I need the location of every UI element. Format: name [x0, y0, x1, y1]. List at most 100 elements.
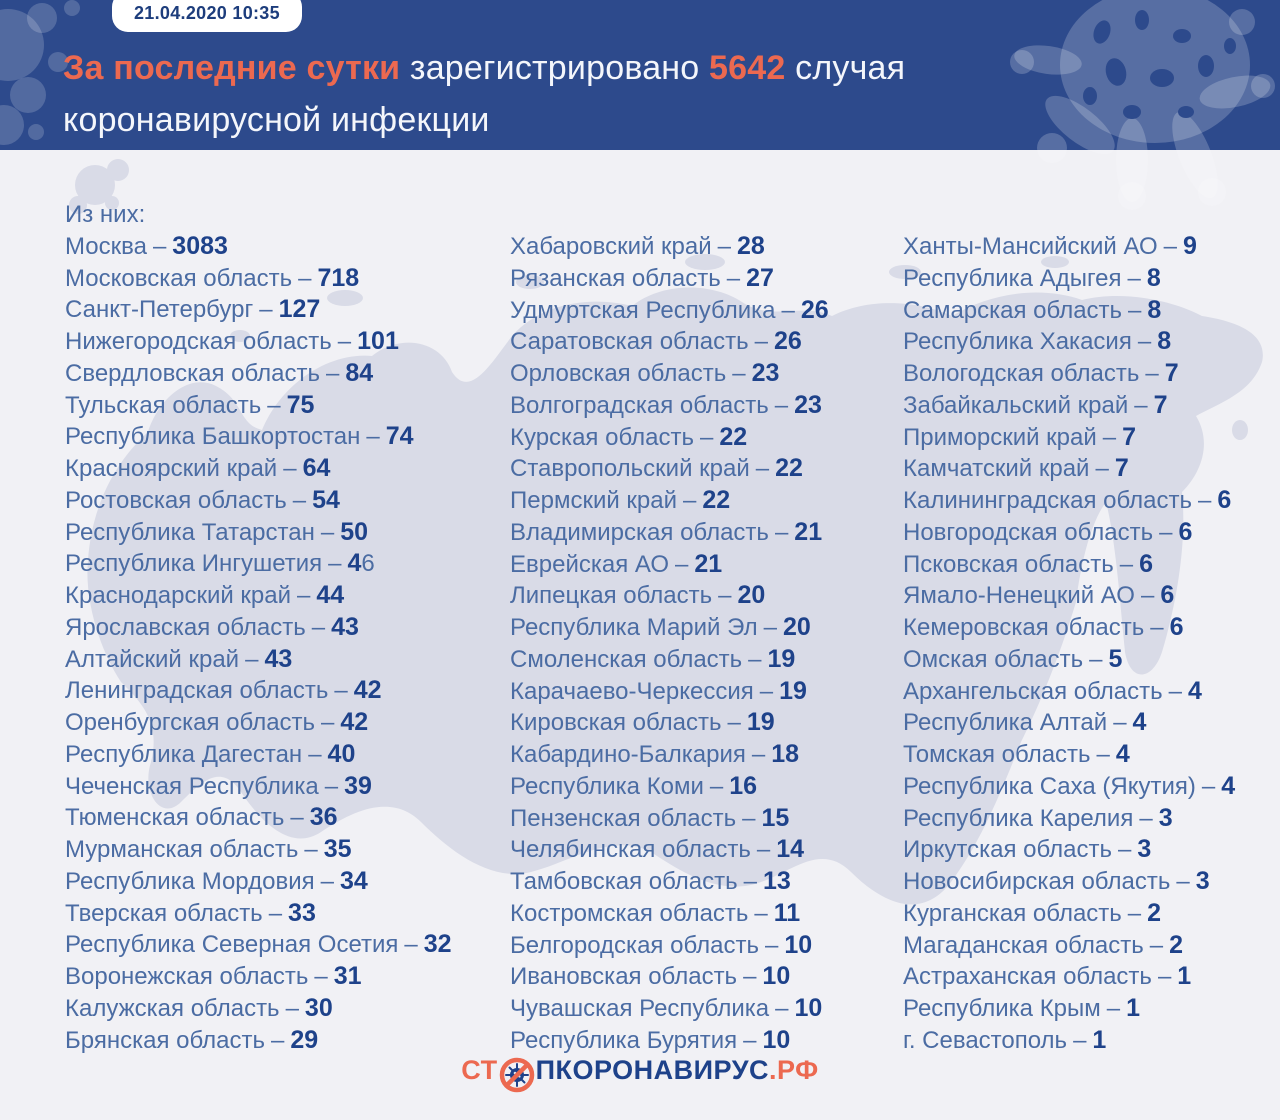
region-name: Тверская область [65, 899, 263, 927]
region-value: 42 [340, 708, 369, 736]
dash-separator: – [781, 296, 795, 324]
region-row: Астраханская область –1 [903, 961, 1235, 993]
region-name: Свердловская область [65, 359, 320, 387]
region-name: Еврейская АО [510, 550, 670, 578]
dash-separator: – [1127, 899, 1142, 927]
dash-separator: – [755, 455, 770, 483]
region-value: 8 [1146, 263, 1161, 292]
region-name: Курская область [510, 423, 694, 451]
region-name: Кемеровская область [903, 614, 1145, 641]
region-name: Ивановская область [510, 963, 738, 991]
region-value: 6 [1178, 517, 1193, 546]
region-value: 18 [771, 740, 800, 768]
region-name: Республика Северная Осетия [65, 931, 399, 959]
region-row: Ямало-Ненецкий АО –6 [903, 580, 1235, 612]
region-row: Архангельская область –4 [903, 676, 1235, 708]
region-row: Еврейская АО –21 [510, 549, 829, 581]
region-name: Кабардино-Балкария [510, 741, 746, 768]
dash-separator: – [759, 677, 774, 705]
region-value: 84 [345, 358, 374, 387]
region-value: 6 [1169, 613, 1184, 641]
region-value: 127 [278, 295, 321, 324]
dash-separator: – [717, 233, 732, 260]
dash-separator: – [764, 931, 779, 959]
dash-separator: – [1139, 804, 1153, 832]
region-name: Смоленская область [510, 645, 743, 673]
region-value: 7 [1114, 454, 1129, 483]
region-row: Республика Северная Осетия –32 [65, 929, 452, 961]
region-name: Республика Татарстан [65, 518, 315, 546]
dash-separator: – [754, 328, 768, 356]
dash-separator: – [270, 1026, 285, 1054]
dash-separator: – [699, 423, 714, 451]
region-row: Республика Ингушетия –46 [65, 548, 452, 580]
region-name: Новгородская область [903, 518, 1154, 546]
region-value: 42 [353, 676, 382, 705]
region-name: Ставропольский край [510, 455, 750, 483]
region-row: Москва –3083 [65, 231, 452, 263]
region-name: Московская область [65, 264, 293, 292]
region-value: 4 [1132, 708, 1147, 737]
dash-separator: – [743, 1026, 757, 1054]
region-row: Кировская область –19 [510, 707, 829, 739]
region-row: Томская область –4 [903, 739, 1235, 771]
dash-separator: – [404, 931, 418, 959]
region-row: Республика Бурятия –10 [510, 1025, 829, 1057]
region-row: Республика Хакасия –8 [903, 326, 1235, 358]
region-row: Тамбовская область –13 [510, 866, 829, 898]
dash-separator: – [311, 613, 326, 641]
region-name: Тульская область [65, 391, 262, 419]
region-name: Пензенская область [510, 804, 737, 832]
region-value: 10 [784, 930, 813, 959]
region-row: Вологодская область –7 [903, 358, 1235, 390]
dash-separator: – [683, 487, 697, 514]
region-value: 718 [317, 263, 360, 292]
region-row: Челябинская область –14 [510, 834, 829, 866]
dash-separator: – [742, 804, 756, 832]
dash-separator: – [1089, 645, 1103, 673]
region-value: 1 [1092, 1025, 1107, 1054]
region-row: Калужская область –30 [65, 993, 452, 1025]
region-name: Камчатский край [903, 455, 1090, 483]
region-value: 10 [762, 962, 791, 991]
region-row: Карачаево-Черкессия –19 [510, 676, 829, 708]
region-row: Воронежская область –31 [65, 961, 452, 993]
dash-separator: – [320, 867, 334, 895]
region-name: Чеченская Республика [65, 772, 319, 800]
dash-separator: – [718, 582, 732, 610]
no-virus-icon [499, 1057, 534, 1093]
region-name: Воронежская область [65, 963, 309, 990]
region-row: Чеченская Республика –39 [65, 771, 452, 803]
region-row: г. Севастополь –1 [903, 1025, 1235, 1057]
region-row: Ивановская область –10 [510, 961, 829, 993]
dash-separator: – [1168, 677, 1182, 705]
dash-separator: – [1113, 709, 1127, 737]
dash-separator: – [675, 550, 689, 578]
region-name: Владимирская область [510, 518, 769, 546]
region-row: Республика Татарстан –50 [65, 517, 452, 549]
region-value: 36 [309, 803, 338, 832]
dash-separator: – [334, 677, 348, 705]
region-name: Республика Мордовия [65, 867, 315, 895]
region-row: Пермский край –22 [510, 485, 829, 517]
dash-separator: – [321, 709, 335, 736]
region-name: Костромская область [510, 899, 749, 927]
region-name: Вологодская область [903, 360, 1140, 387]
region-name: Чувашская Республика [510, 995, 770, 1022]
region-row: Смоленская область –19 [510, 644, 829, 676]
region-value: 4 [1187, 676, 1202, 705]
region-value: 43 [331, 612, 359, 641]
region-value: 20 [782, 613, 811, 641]
region-row: Камчатский край –7 [903, 453, 1235, 485]
region-value: 7 [1153, 390, 1168, 419]
region-row: Алтайский край –43 [65, 644, 452, 676]
region-row: Приморский край –7 [903, 422, 1235, 454]
region-value: 19 [746, 708, 775, 737]
region-value: 22 [719, 422, 748, 451]
region-value: 9 [1183, 232, 1197, 260]
dash-separator: – [324, 772, 339, 800]
region-name: Республика Бурятия [510, 1026, 738, 1054]
region-row: Оренбургская область –42 [65, 707, 452, 739]
region-row: Республика Мордовия –34 [65, 866, 452, 898]
dash-separator: – [325, 359, 340, 387]
